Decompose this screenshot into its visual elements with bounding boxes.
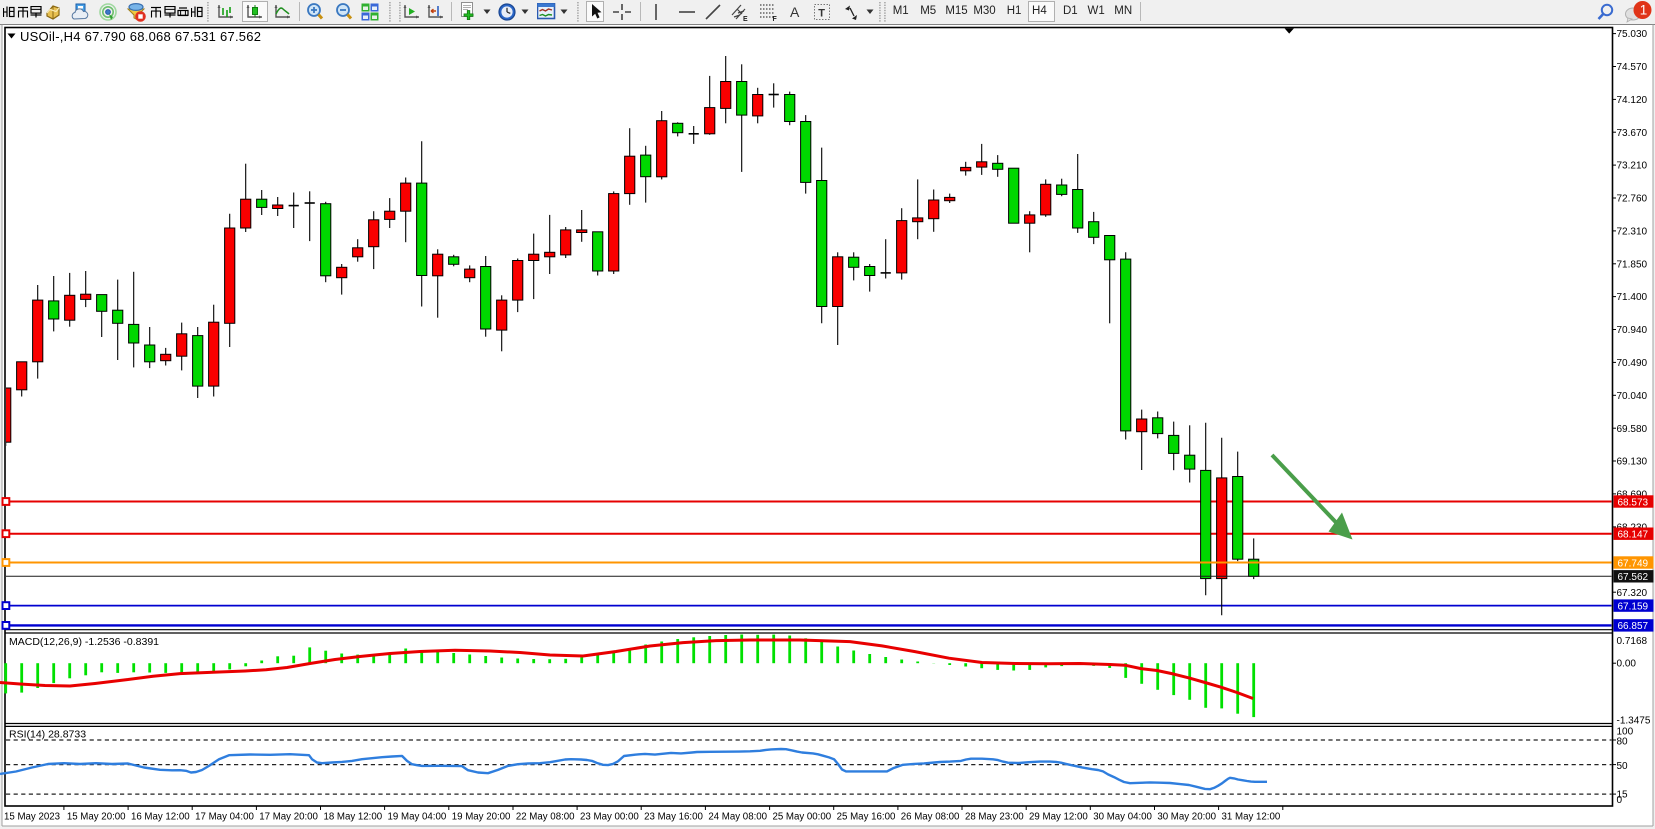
svg-text:0.7168: 0.7168 [1617, 636, 1648, 647]
svg-text:100: 100 [1617, 727, 1634, 738]
svg-text:USOil-,H4 67.790 68.068 67.53: USOil-,H4 67.790 68.068 67.531 67.562 [20, 29, 261, 44]
svg-text:67.562: 67.562 [1618, 572, 1649, 583]
svg-text:80: 80 [1617, 736, 1629, 747]
svg-text:-1.3475: -1.3475 [1617, 716, 1651, 727]
svg-text:67.320: 67.320 [1617, 588, 1648, 599]
svg-text:31 May 12:00: 31 May 12:00 [1222, 812, 1281, 823]
svg-text:50: 50 [1617, 761, 1629, 772]
svg-text:66.857: 66.857 [1618, 621, 1649, 632]
svg-text:17 May 04:00: 17 May 04:00 [195, 812, 254, 823]
svg-text:71.400: 71.400 [1617, 292, 1648, 303]
svg-text:0.00: 0.00 [1617, 659, 1637, 670]
svg-text:30 May 04:00: 30 May 04:00 [1093, 812, 1152, 823]
svg-text:15: 15 [1617, 790, 1629, 801]
svg-text:70.940: 70.940 [1617, 325, 1648, 336]
svg-text:16 May 12:00: 16 May 12:00 [131, 812, 190, 823]
svg-text:74.570: 74.570 [1617, 62, 1648, 73]
svg-text:RSI(14) 28.8733: RSI(14) 28.8733 [9, 729, 86, 741]
svg-text:23 May 00:00: 23 May 00:00 [580, 812, 639, 823]
svg-text:MACD(12,26,9) -1.2536 -0.8391: MACD(12,26,9) -1.2536 -0.8391 [9, 636, 159, 648]
svg-text:70.490: 70.490 [1617, 358, 1648, 369]
svg-text:25 May 16:00: 25 May 16:00 [837, 812, 896, 823]
svg-text:68.690: 68.690 [1617, 490, 1648, 501]
svg-text:22 May 08:00: 22 May 08:00 [516, 812, 575, 823]
svg-text:69.580: 69.580 [1617, 424, 1648, 435]
svg-text:67.159: 67.159 [1618, 601, 1649, 612]
svg-text:67.749: 67.749 [1618, 558, 1649, 569]
svg-text:0: 0 [1617, 795, 1623, 806]
svg-text:18 May 12:00: 18 May 12:00 [323, 812, 382, 823]
svg-text:28 May 23:00: 28 May 23:00 [965, 812, 1024, 823]
svg-text:75.030: 75.030 [1617, 29, 1648, 40]
svg-text:72.310: 72.310 [1617, 227, 1648, 238]
svg-text:19 May 04:00: 19 May 04:00 [388, 812, 447, 823]
svg-text:F: F [773, 16, 778, 22]
svg-text:29 May 12:00: 29 May 12:00 [1029, 812, 1088, 823]
svg-text:17 May 20:00: 17 May 20:00 [259, 812, 318, 823]
svg-text:68.147: 68.147 [1618, 530, 1649, 541]
svg-text:19 May 20:00: 19 May 20:00 [452, 812, 511, 823]
svg-text:26 May 08:00: 26 May 08:00 [901, 812, 960, 823]
svg-text:72.760: 72.760 [1617, 194, 1648, 205]
svg-text:1: 1 [1640, 3, 1648, 18]
svg-text:74.120: 74.120 [1617, 95, 1648, 106]
svg-text:25 May 00:00: 25 May 00:00 [772, 812, 831, 823]
svg-text:69.130: 69.130 [1617, 457, 1648, 468]
svg-text:T: T [818, 8, 825, 20]
svg-text:70.040: 70.040 [1617, 391, 1648, 402]
svg-text:24 May 08:00: 24 May 08:00 [708, 812, 767, 823]
svg-text:E: E [743, 16, 748, 22]
svg-text:15 May 20:00: 15 May 20:00 [67, 812, 126, 823]
svg-text:73.670: 73.670 [1617, 128, 1648, 139]
svg-text:15 May 2023: 15 May 2023 [4, 812, 60, 823]
svg-text:68.573: 68.573 [1618, 497, 1649, 508]
svg-text:71.850: 71.850 [1617, 259, 1648, 270]
svg-text:73.210: 73.210 [1617, 161, 1648, 172]
svg-text:23 May 16:00: 23 May 16:00 [644, 812, 703, 823]
svg-text:30 May 20:00: 30 May 20:00 [1157, 812, 1216, 823]
